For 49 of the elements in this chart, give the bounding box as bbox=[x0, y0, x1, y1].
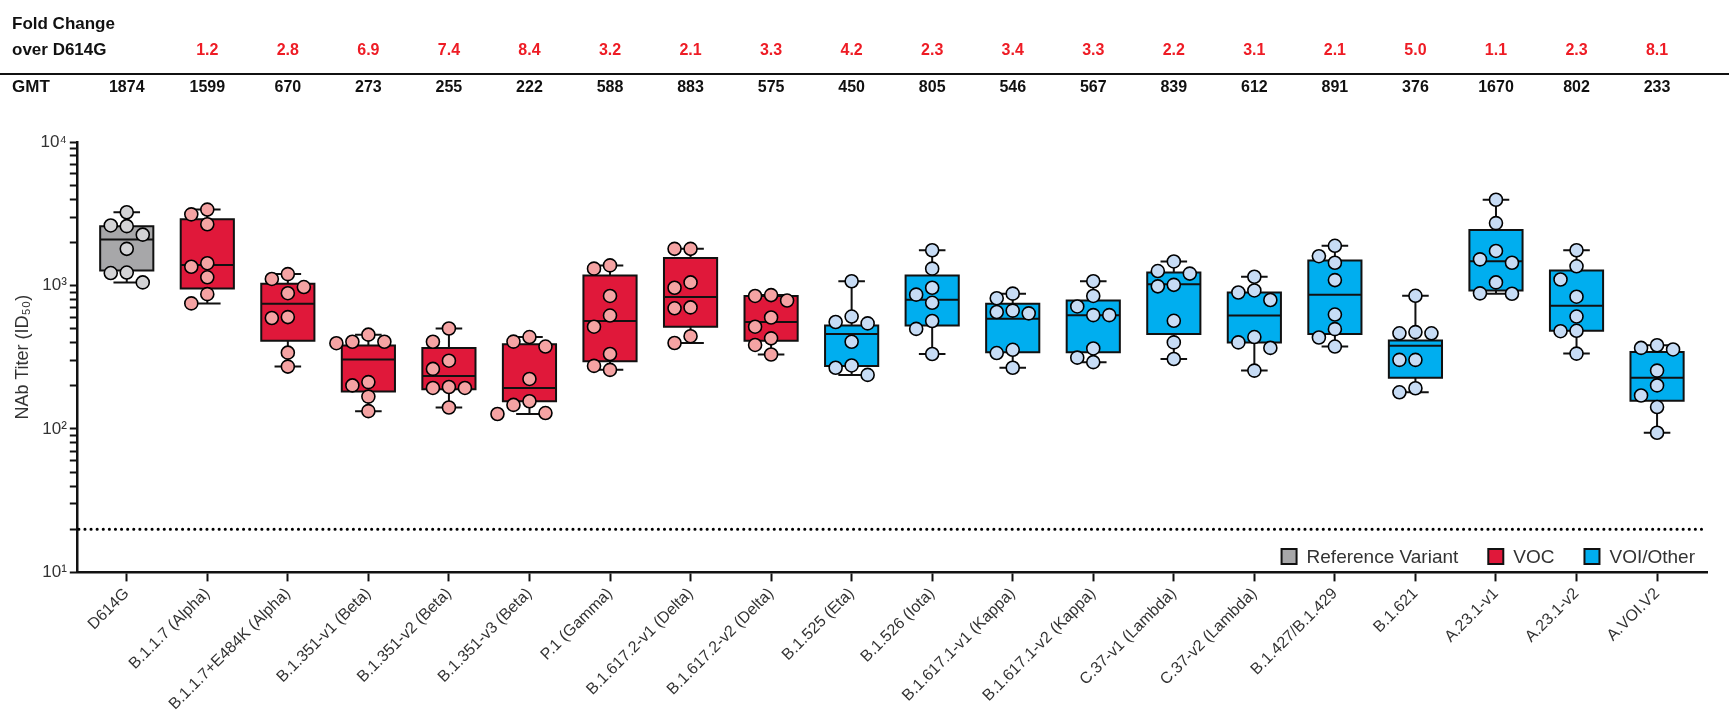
text: 233 bbox=[1643, 78, 1671, 95]
text: 802 bbox=[1563, 78, 1590, 95]
text: 1.1 bbox=[1484, 41, 1508, 58]
text: 891 bbox=[1321, 78, 1349, 95]
text: 1670 bbox=[1478, 78, 1514, 95]
y-tick-label: 10⁴ bbox=[40, 131, 67, 151]
text: 546 bbox=[999, 78, 1027, 95]
text: 670 bbox=[274, 78, 302, 95]
y-tick-label: 10³ bbox=[42, 275, 68, 295]
text: 1874 bbox=[108, 78, 145, 95]
text: 8.1 bbox=[1645, 41, 1669, 58]
text: 805 bbox=[918, 78, 946, 95]
text: 3.3 bbox=[1082, 41, 1105, 58]
text: 612 bbox=[1241, 78, 1268, 95]
text: 2.2 bbox=[1162, 41, 1186, 58]
text: 575 bbox=[757, 78, 785, 95]
text: 450 bbox=[838, 78, 866, 95]
legend-label: VOI/Other bbox=[1609, 545, 1696, 567]
text: 376 bbox=[1402, 78, 1429, 95]
text: 1.2 bbox=[196, 41, 219, 58]
text: 3.1 bbox=[1243, 41, 1266, 58]
text: 588 bbox=[596, 78, 624, 95]
text: 7.4 bbox=[437, 41, 461, 58]
text: 3.3 bbox=[759, 41, 783, 58]
text: 2.3 bbox=[1565, 41, 1588, 58]
text: 5.0 bbox=[1404, 41, 1427, 58]
text: 1599 bbox=[189, 78, 226, 95]
text: 4.2 bbox=[840, 41, 863, 58]
text: 6.9 bbox=[357, 41, 380, 58]
text: 273 bbox=[355, 78, 382, 95]
text: Fold Change over D614G bbox=[12, 14, 115, 59]
text: GMT bbox=[12, 77, 51, 96]
text: 8.4 bbox=[518, 41, 541, 58]
legend-label: Reference Variant bbox=[1306, 545, 1460, 567]
text: 2.1 bbox=[1323, 41, 1347, 58]
text: 839 bbox=[1160, 78, 1188, 95]
text: 883 bbox=[677, 78, 704, 95]
text: 3.2 bbox=[598, 41, 622, 58]
y-tick-label: 10² bbox=[42, 418, 68, 438]
legend-label: VOC bbox=[1513, 545, 1555, 567]
text: 222 bbox=[516, 78, 543, 95]
text: 567 bbox=[1079, 78, 1107, 95]
text: 255 bbox=[435, 78, 463, 95]
text: 2.3 bbox=[921, 41, 944, 58]
text: 2.8 bbox=[276, 41, 300, 58]
text: 3.4 bbox=[1001, 41, 1024, 58]
y-tick-label: 10¹ bbox=[42, 562, 68, 582]
text: 2.1 bbox=[679, 41, 702, 58]
y-axis-title: NAb Titer (ID₅₀) bbox=[11, 294, 32, 420]
